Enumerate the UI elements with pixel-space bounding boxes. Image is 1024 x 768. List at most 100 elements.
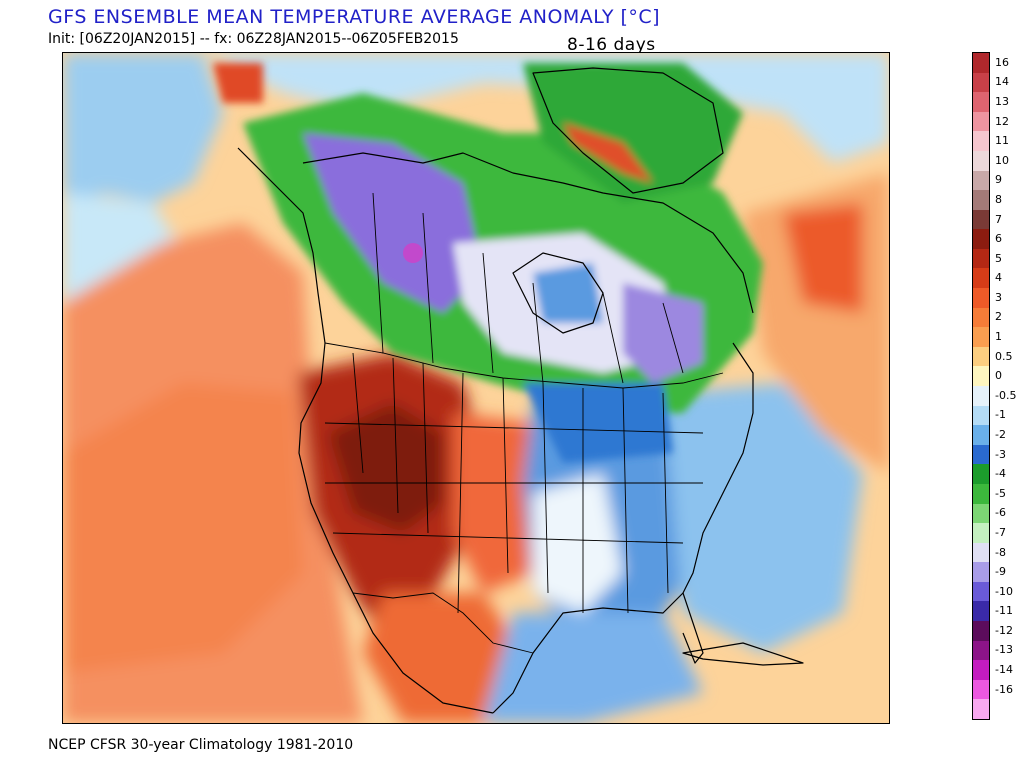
color-scale-label: -6 (995, 506, 1006, 520)
color-scale-swatch (973, 229, 989, 250)
color-scale-label: -8 (995, 545, 1006, 559)
color-scale-swatch (973, 483, 989, 505)
color-scale-swatch (973, 503, 989, 524)
color-scale-swatch (973, 111, 989, 132)
color-scale-label: 13 (995, 94, 1009, 108)
chart-title: GFS ENSEMBLE MEAN TEMPERATURE AVERAGE AN… (48, 6, 661, 28)
coastline-greenland (532, 67, 724, 194)
color-scale-label: 2 (995, 310, 1002, 324)
color-scale-label: 3 (995, 290, 1002, 304)
color-scale-label: -1 (995, 408, 1006, 422)
color-scale-label: -14 (995, 663, 1013, 677)
field-mexico-warm (363, 593, 523, 723)
field-greenland-warm-streak (563, 123, 653, 183)
color-scale-swatch (973, 601, 989, 622)
color-scale-swatch (973, 386, 989, 407)
field-canada-violet (303, 133, 483, 313)
color-scale-swatch (973, 190, 989, 211)
color-scale (972, 52, 990, 720)
field-quebec-violet (623, 283, 703, 383)
color-scale-label: -13 (995, 643, 1013, 657)
field-arctic-cool (203, 53, 889, 163)
color-scale-swatch (973, 327, 989, 348)
color-scale-swatch (973, 542, 989, 563)
color-scale-swatch (973, 425, 989, 446)
border-us-canada (324, 342, 724, 389)
field-hawaii-warm (63, 383, 303, 673)
color-scale-swatch (973, 307, 989, 328)
color-scale-swatch (973, 150, 989, 172)
color-scale-label: -9 (995, 565, 1006, 579)
color-scale-label: 12 (995, 114, 1009, 128)
color-scale-label: 0.5 (995, 349, 1013, 363)
color-scale-label: 14 (995, 75, 1009, 89)
field-greenland (523, 63, 743, 203)
color-scale-label: 16 (995, 55, 1009, 69)
color-scale-swatch (973, 366, 989, 387)
color-scale-swatch (973, 131, 989, 152)
border-us-mexico (352, 592, 534, 654)
color-scale-label: -3 (995, 447, 1006, 461)
color-scale-label: 9 (995, 173, 1002, 187)
init-forecast-line: Init: [06Z20JAN2015] -- fx: 06Z28JAN2015… (48, 31, 459, 47)
province-lines (372, 192, 684, 384)
color-scale-swatch (973, 444, 989, 465)
color-scale-swatch (973, 288, 989, 309)
field-cold-core (403, 243, 423, 263)
anomaly-map (62, 52, 890, 724)
state-lines (324, 352, 704, 614)
color-scale-swatch (973, 170, 989, 191)
climatology-note: NCEP CFSR 30-year Climatology 1981-2010 (48, 737, 354, 753)
field-southeast-light (533, 473, 623, 613)
color-scale-swatch (973, 92, 989, 113)
color-scale-swatch (973, 699, 989, 720)
color-scale-label: 11 (995, 134, 1009, 148)
color-scale-label: -16 (995, 682, 1013, 696)
color-scale-swatch (973, 464, 989, 485)
forecast-period: 8-16 days (567, 35, 656, 55)
color-scale-label: -10 (995, 584, 1013, 598)
color-scale-label: -12 (995, 623, 1013, 637)
color-scale-swatch (973, 679, 989, 700)
field-pacific-cool-band (63, 193, 183, 313)
field-hudson-cool (533, 263, 603, 323)
color-scale-label: -2 (995, 427, 1006, 441)
color-scale-label: 6 (995, 232, 1002, 246)
coastline-florida (682, 592, 704, 664)
color-scale-label: -7 (995, 525, 1006, 539)
color-scale-swatch (973, 523, 989, 544)
coastline-west-north-america (237, 147, 494, 714)
color-scale-label: 4 (995, 271, 1002, 285)
field-atlantic-cool (663, 383, 863, 653)
color-scale-swatch (973, 405, 989, 426)
field-great-lakes-cool (523, 383, 673, 463)
color-scale-swatch (973, 621, 989, 642)
field-alaska-warm (213, 63, 263, 103)
color-scale-label: -4 (995, 467, 1006, 481)
color-scale-swatch (973, 268, 989, 289)
color-scale-swatch (973, 248, 989, 269)
color-scale-label: -0.5 (995, 388, 1017, 402)
color-scale-label: 10 (995, 153, 1009, 167)
color-scale-label: 1 (995, 330, 1002, 344)
color-scale-label: 7 (995, 212, 1002, 226)
color-scale-swatch (973, 72, 989, 93)
field-bering-cool (63, 53, 223, 213)
color-scale-label: 5 (995, 251, 1002, 265)
color-scale-swatch (973, 660, 989, 681)
field-great-basin-core (328, 403, 443, 533)
color-scale-label: -5 (995, 486, 1006, 500)
color-scale-label: -11 (995, 604, 1013, 618)
field-atlantic-hot-core (783, 203, 863, 313)
color-scale-label: 0 (995, 369, 1002, 383)
coastline-cuba (682, 642, 804, 666)
color-scale-swatch (973, 346, 989, 367)
color-scale-swatch (973, 209, 989, 230)
color-scale-swatch (973, 581, 989, 602)
color-scale-swatch (973, 640, 989, 661)
color-scale-swatch (973, 562, 989, 583)
field-gulf-cool (483, 613, 703, 723)
color-scale-label: 8 (995, 192, 1002, 206)
coastline-hudson-bay (512, 252, 604, 334)
coastline-gulf-east (492, 342, 754, 714)
